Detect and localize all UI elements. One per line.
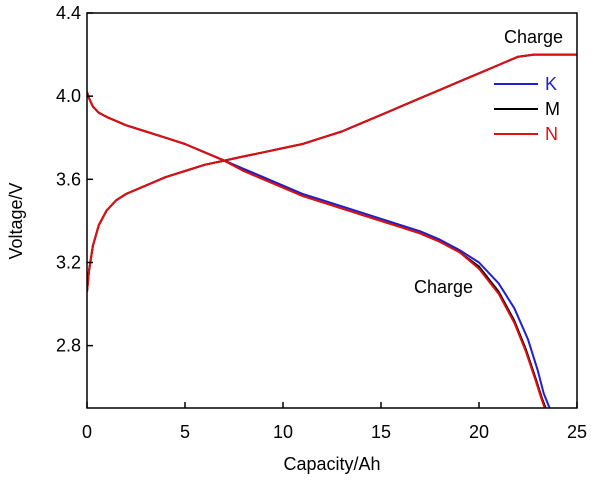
y-tick-label: 4.0 (56, 86, 81, 106)
y-tick-label: 4.4 (56, 3, 81, 23)
x-tick-label: 25 (567, 422, 587, 442)
legend-label-n: N (545, 124, 558, 144)
x-tick-label: 10 (273, 422, 293, 442)
x-axis-label: Capacity/Ah (283, 454, 380, 474)
x-tick-label: 20 (469, 422, 489, 442)
y-tick-label: 3.2 (56, 252, 81, 272)
annotation-charge-top: Charge (504, 27, 563, 47)
series-line-n-charge (87, 53, 577, 292)
x-tick-label: 0 (82, 422, 92, 442)
y-tick-label: 3.6 (56, 169, 81, 189)
y-tick-label: 2.8 (56, 336, 81, 356)
annotations: Charge Charge (414, 27, 563, 297)
plot-frame (86, 12, 578, 409)
legend-label-k: K (545, 74, 557, 94)
x-tick-label: 5 (180, 422, 190, 442)
axes (86, 12, 578, 409)
plot-area (87, 53, 577, 408)
annotation-charge-bottom: Charge (414, 277, 473, 297)
legend: K M N (494, 74, 560, 144)
y-axis-label: Voltage/V (6, 182, 26, 259)
x-tick-label: 15 (371, 422, 391, 442)
tick-marks: 0 5 10 15 20 25 2.8 3.2 3.6 4.0 4.4 (56, 3, 587, 442)
axis-labels: Capacity/Ah Voltage/V (6, 182, 381, 474)
legend-label-m: M (545, 99, 560, 119)
series-line-n-curve2 (87, 91, 546, 408)
